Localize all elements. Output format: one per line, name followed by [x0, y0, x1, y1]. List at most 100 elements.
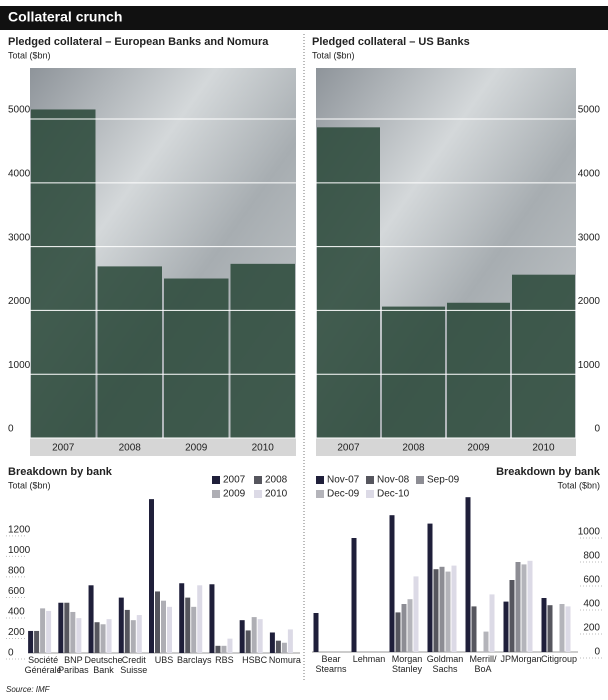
bar — [46, 610, 52, 653]
y-tick-label: 800 — [583, 551, 600, 562]
bar — [106, 619, 112, 653]
x-tick-label: JPMorgan — [500, 654, 541, 664]
y-tick-label: 800 — [8, 566, 25, 577]
x-tick-label: RBS — [215, 655, 234, 665]
x-tick-label: Lehman — [353, 654, 386, 664]
bar — [407, 599, 413, 652]
x-tick-label: 2010 — [532, 443, 555, 454]
bar — [70, 611, 76, 653]
bar — [317, 127, 380, 439]
bar — [401, 604, 407, 652]
y-tick-label: 5000 — [8, 105, 31, 116]
bar — [124, 609, 130, 653]
bar — [227, 638, 233, 653]
bar — [161, 600, 166, 653]
axis-unit: Total ($bn) — [8, 50, 51, 60]
legend-swatch — [212, 490, 220, 498]
title-bar — [0, 6, 608, 30]
bar — [257, 619, 263, 653]
bar — [179, 583, 185, 653]
legend-label: 2008 — [265, 475, 288, 486]
bar — [149, 499, 154, 653]
bar — [541, 598, 547, 652]
bar — [230, 263, 295, 438]
bar — [527, 560, 533, 652]
bar — [58, 602, 64, 653]
x-tick-label: 2008 — [119, 443, 142, 454]
legend-swatch — [366, 476, 374, 484]
chart-title: Breakdown by bank — [496, 466, 601, 478]
legend-label: 2007 — [223, 475, 246, 486]
bar — [118, 597, 124, 653]
page-title: Collateral crunch — [8, 9, 122, 25]
legend-swatch — [212, 476, 220, 484]
x-tick-label: 2007 — [52, 443, 75, 454]
bar — [130, 620, 136, 653]
x-tick-label: Nomura — [269, 655, 301, 665]
y-tick-label: 1000 — [578, 360, 601, 371]
chart-title: Breakdown by bank — [8, 466, 113, 478]
bar — [565, 606, 571, 652]
y-tick-label: 400 — [8, 607, 25, 618]
legend-label: Sep-09 — [427, 475, 460, 486]
bar — [427, 523, 433, 652]
bar — [521, 564, 527, 652]
x-tick-label: 2009 — [467, 443, 490, 454]
bar — [155, 591, 160, 653]
x-tick-label: 2008 — [402, 443, 425, 454]
bar — [433, 569, 439, 652]
legend-label: Nov-07 — [327, 475, 360, 486]
bar — [447, 302, 510, 438]
bar — [515, 562, 521, 652]
x-tick-label: Bear Stearns — [315, 654, 347, 674]
bar — [503, 601, 509, 652]
x-tick-label: HSBC — [242, 655, 268, 665]
x-tick-label: 2010 — [252, 443, 275, 454]
y-tick-label: 0 — [8, 424, 14, 435]
y-tick-label: 3000 — [578, 232, 601, 243]
bar — [413, 576, 419, 652]
bar — [215, 645, 221, 653]
bar — [559, 604, 565, 652]
legend-label: Nov-08 — [377, 475, 410, 486]
legend-swatch — [366, 490, 374, 498]
bar — [164, 278, 229, 438]
y-tick-label: 400 — [583, 599, 600, 610]
bar — [251, 617, 257, 653]
bar — [191, 606, 197, 653]
y-tick-label: 1000 — [578, 527, 601, 538]
bar — [100, 624, 106, 653]
x-tick-label: Société Générale — [25, 655, 62, 675]
bar — [509, 580, 515, 652]
axis-unit: Total ($bn) — [557, 480, 600, 490]
x-tick-label: BNP Paribas — [58, 655, 89, 675]
y-tick-label: 2000 — [8, 296, 31, 307]
x-tick-label: Barclays — [177, 655, 212, 665]
bar — [439, 566, 445, 652]
y-tick-label: 1200 — [8, 525, 31, 536]
y-tick-label: 0 — [8, 648, 14, 659]
bar — [489, 594, 495, 652]
bar — [28, 630, 34, 653]
legend-label: 2010 — [265, 489, 288, 500]
x-tick-label: Deutsche Bank — [85, 655, 123, 675]
y-tick-label: 0 — [594, 647, 600, 658]
bar — [547, 605, 553, 652]
bar — [136, 615, 142, 653]
y-tick-label: 600 — [583, 575, 600, 586]
bar — [382, 306, 445, 438]
bar — [167, 606, 172, 653]
axis-unit: Total ($bn) — [312, 50, 355, 60]
bar — [88, 585, 94, 653]
y-tick-label: 4000 — [578, 168, 601, 179]
legend-label: 2009 — [223, 489, 246, 500]
chart-title: Pledged collateral – European Banks and … — [8, 36, 269, 48]
y-tick-label: 5000 — [578, 105, 601, 116]
legend-label: Dec-10 — [377, 489, 410, 500]
bar — [239, 620, 245, 653]
x-tick-label: Credit Suisse — [120, 655, 147, 675]
bar — [281, 642, 287, 653]
x-tick-label: Goldman Sachs — [427, 654, 464, 674]
x-tick-label: Citigroup — [541, 654, 577, 664]
